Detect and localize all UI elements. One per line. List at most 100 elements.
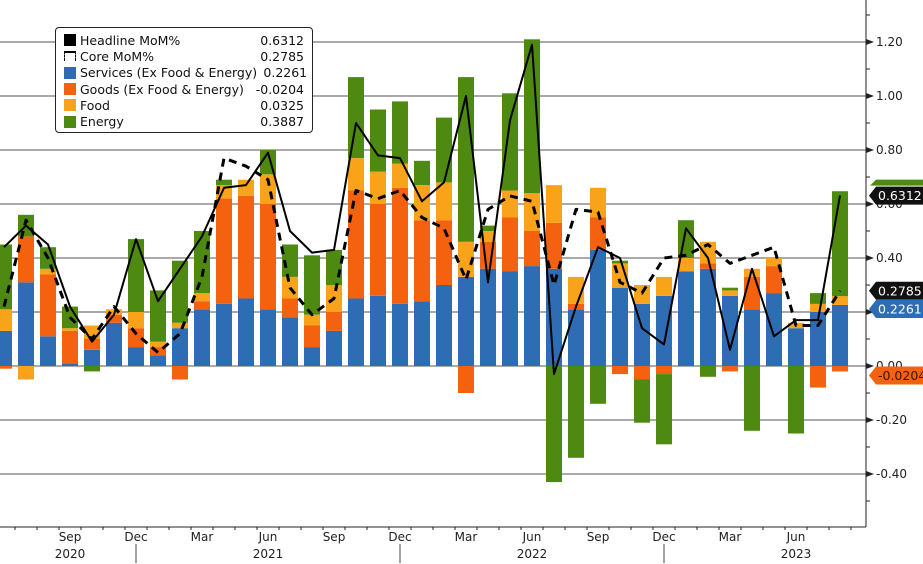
bar-segment [326,312,342,331]
bar-segment [106,314,122,323]
bar-segment [282,244,298,277]
y-tick-arrow [866,471,874,477]
bar-segment [414,160,430,186]
legend-value: 0.6312 [260,32,304,48]
chart-legend: Headline MoM% 0.6312 Core MoM% 0.2785 Se… [55,27,313,133]
bar-segment [590,217,606,250]
bar-segment [480,268,496,366]
stacked-bars [0,39,848,483]
bar-segment [546,222,562,269]
bar-segment [18,282,34,366]
bar-segment [304,325,320,348]
bar-segment [458,276,474,366]
bar-segment [832,296,848,305]
legend-item-headline: Headline MoM% 0.6312 [64,32,304,48]
bar-segment [0,366,12,369]
x-tick-label-month: Sep [59,530,82,544]
bar-segment [766,293,782,366]
bar-segment [172,328,188,366]
bar-segment [260,204,276,310]
bar-segment [348,77,364,159]
bar-segment [612,260,628,264]
y-tick-arrow [866,93,874,99]
bar-segment [766,266,782,294]
y-tick-arrow [866,363,874,369]
y-tick-label: 0.80 [876,143,903,157]
bar-segment [788,328,804,366]
bar-segment [348,158,364,191]
bar-segment [84,366,100,372]
bar-segment [194,309,210,366]
core-line [2,156,842,354]
x-tick-label-month: Dec [652,530,675,544]
bar-segment [700,268,716,366]
y-tick-label: 1.00 [876,89,903,103]
series-lines [2,43,842,376]
bar-segment [216,303,232,366]
bar-segment [810,303,826,312]
bar-segment [678,271,694,366]
bar-segment [194,301,210,310]
bar-segment [304,314,320,326]
bar-segment [502,217,518,272]
bar-segment [216,179,232,186]
bar-segment [788,366,804,434]
bar-segment [612,287,628,366]
bar-segment [40,268,56,275]
bar-segment [348,298,364,366]
bar-segment [590,249,606,366]
bar-segment [700,263,716,269]
end-label-text: -0.0204 [878,368,923,383]
legend-value: 0.3887 [260,114,304,130]
bar-segment [546,185,562,223]
goods-swatch [64,83,76,96]
y-tick-arrow [866,201,874,207]
bar-segment [62,363,78,366]
bar-segment [810,312,826,366]
bar-segment [282,298,298,318]
bar-segment [238,179,254,196]
bar-segment [810,366,826,388]
bar-segment [150,355,166,366]
legend-label: Headline MoM% [80,32,181,48]
bar-segment [634,366,650,380]
bar-segment [106,322,122,366]
bar-segment [502,190,518,218]
gridlines [0,41,866,475]
bar-segment [260,309,276,366]
bar-segment [304,255,320,315]
bar-segment [392,187,408,304]
bar-segment [282,317,298,366]
bar-segment [436,182,452,221]
y-tick-arrow [866,255,874,261]
bar-segment [656,374,672,445]
x-tick-label-month: Jun [258,530,278,544]
bar-segment [634,379,650,423]
legend-value: 0.0325 [260,97,304,113]
bar-segment [832,191,848,297]
y-tick-label: -0.20 [876,413,907,427]
bar-segment [370,171,386,204]
bar-segment [656,276,672,296]
bar-segment [832,304,848,366]
end-label-box [869,366,923,385]
y-tick-arrow [866,417,874,423]
x-tick-label-month: Jun [786,530,806,544]
bar-segment [40,336,56,366]
bar-segment [480,231,496,242]
bar-segment [62,330,78,364]
bar-segment [810,293,826,304]
legend-item-services: Services (Ex Food & Energy) 0.2261 [64,65,307,81]
bar-segment [216,198,232,304]
legend-item-food: Food 0.0325 [64,97,304,113]
bar-segment [0,309,12,331]
legend-label: Services (Ex Food & Energy) [80,65,258,81]
bar-segment [326,330,342,366]
y-axis: -0.40-0.200.000.200.400.600.801.001.20 [865,0,907,527]
bar-segment [84,339,100,350]
bar-segment [568,366,584,458]
legend-label: Energy [80,114,124,130]
x-tick-label-month: Mar [191,530,214,544]
bar-segment [370,295,386,366]
